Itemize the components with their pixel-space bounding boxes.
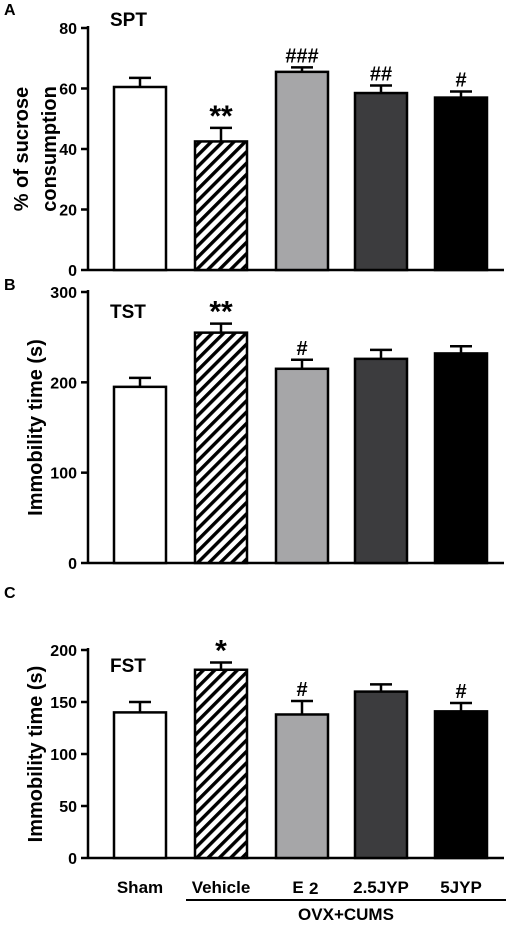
bar-sham (112, 85, 168, 272)
bar-2-5jyp (353, 91, 409, 272)
significance-annotation: ### (285, 45, 318, 67)
x-category-label: Vehicle (192, 878, 251, 897)
significance-annotation: # (455, 70, 466, 92)
bar-5jyp (433, 96, 489, 272)
y-tick-label: 100 (50, 466, 77, 483)
chart-panel-a: A SPT% of sucrose consumption020406080**##… (4, 2, 504, 280)
y-tick-label: 200 (50, 375, 77, 392)
y-tick-label: 50 (59, 799, 77, 816)
x-category-subscript: 2 (309, 879, 318, 898)
significance-annotation: # (296, 338, 307, 360)
y-tick-label: 100 (50, 747, 77, 764)
bar-2-5jyp (353, 690, 409, 860)
bar-5jyp (433, 352, 489, 565)
x-category-label: 2.5JYP (353, 878, 409, 897)
y-axis-label: Immobility time (s) (25, 666, 47, 843)
y-tick-label: 0 (68, 851, 77, 868)
bar-e2 (274, 713, 330, 860)
significance-annotation: * (215, 634, 227, 667)
panel-letter: C (4, 585, 16, 602)
significance-annotation: # (296, 679, 307, 701)
chart-panel-b: B TST Immobility time (s) 0 100 200 300 ** # (4, 277, 504, 573)
panel-letter: A (4, 2, 16, 19)
significance-annotation: ## (370, 63, 392, 85)
chart-panel-c: C FST Immobility time (s) 0 50 100 150 200 * # # (4, 585, 504, 868)
bar-2-5jyp (353, 357, 409, 565)
x-category-label: Sham (117, 878, 163, 897)
bar-sham (112, 711, 168, 860)
bar-vehicle (193, 140, 249, 272)
bar-e2 (274, 367, 330, 565)
y-axis-label: % of sucrose (11, 87, 33, 211)
significance-annotation: # (455, 681, 466, 703)
y-tick-label: 60 (59, 82, 77, 99)
y-tick-label: 150 (50, 695, 77, 712)
y-axis-label: consumption (39, 86, 61, 212)
y-tick-label: 0 (68, 556, 77, 573)
chart-title: FST (110, 656, 146, 677)
significance-annotation: ** (209, 100, 233, 133)
y-tick-label: 80 (59, 21, 77, 38)
y-tick-label: 300 (50, 285, 77, 302)
bar-sham (112, 385, 168, 565)
panel-letter: B (4, 277, 16, 294)
x-category-label: 5JYP (440, 878, 482, 897)
bar-vehicle (193, 668, 249, 860)
y-tick-label: 200 (50, 643, 77, 660)
y-tick-label: 20 (59, 203, 77, 220)
bar-vehicle (193, 331, 249, 565)
group-label: OVX+CUMS (298, 905, 394, 924)
chart-title: SPT (110, 10, 147, 31)
y-axis-label: Immobility time (s) (25, 339, 47, 516)
y-tick-label: 0 (68, 263, 77, 280)
bar-5jyp (433, 710, 489, 860)
chart-title: TST (110, 302, 146, 323)
significance-annotation: ** (209, 296, 233, 329)
x-category-label: E (292, 878, 303, 897)
bar-e2 (274, 70, 330, 272)
y-tick-label: 40 (59, 142, 77, 159)
